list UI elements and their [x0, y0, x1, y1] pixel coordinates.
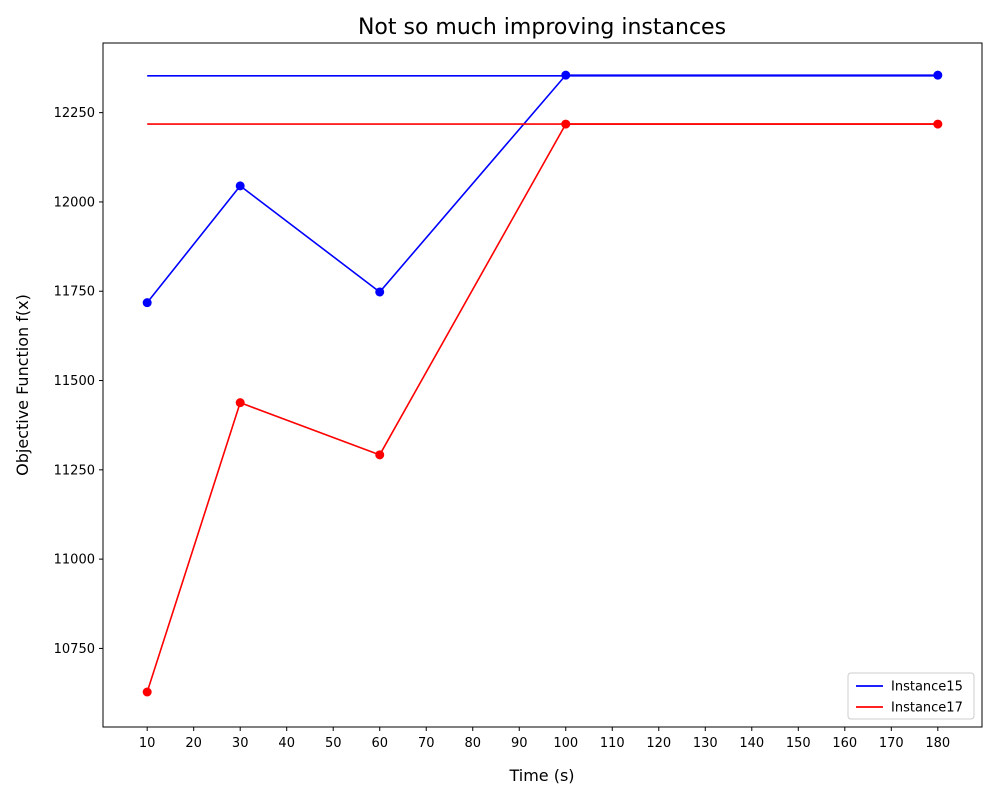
data-point-instance15 [375, 287, 385, 297]
data-point-instance17 [235, 398, 245, 408]
data-point-instance15 [561, 70, 571, 80]
x-tick-label: 10 [139, 736, 156, 751]
x-tick-label: 100 [553, 736, 578, 751]
data-point-instance17 [375, 450, 385, 460]
series-line-instance17 [146, 123, 938, 693]
data-point-instance17 [933, 119, 943, 129]
legend-label: Instance15 [891, 680, 963, 695]
x-tick-label: 130 [693, 736, 718, 751]
legend-label: Instance17 [891, 701, 963, 716]
y-tick-label: 11500 [54, 374, 95, 389]
x-tick-label: 40 [278, 736, 295, 751]
x-axis-label: Time (s) [508, 766, 574, 785]
x-tick-label: 120 [646, 736, 671, 751]
legend: Instance15 Instance17 [847, 672, 975, 720]
x-tick-label: 60 [371, 736, 388, 751]
x-tick-label: 70 [418, 736, 435, 751]
x-tick-label: 150 [786, 736, 811, 751]
y-tick-label: 12250 [54, 106, 95, 121]
data-point-instance15 [235, 181, 245, 191]
x-tick-label: 140 [739, 736, 764, 751]
x-tick-label: 180 [925, 736, 950, 751]
y-tick-label: 11750 [54, 285, 95, 300]
x-tick-label: 90 [511, 736, 528, 751]
y-tick-label: 10750 [54, 642, 95, 657]
data-point-instance15 [933, 70, 943, 80]
x-tick-label: 110 [600, 736, 625, 751]
axis-ticks: 10 20 30 40 50 60 70 80 90 100 110 120 130 140 150 160 1… [54, 106, 951, 751]
chart-title: Not so much improving instances [358, 15, 726, 40]
x-tick-label: 20 [185, 736, 202, 751]
series-line-instance15 [146, 74, 938, 304]
x-tick-label: 80 [464, 736, 481, 751]
x-tick-label: 50 [325, 736, 342, 751]
plot-area-frame [102, 42, 983, 728]
data-point-instance17 [561, 119, 571, 129]
y-tick-label: 11250 [54, 463, 95, 478]
x-tick-label: 30 [232, 736, 249, 751]
y-tick-label: 11000 [54, 553, 95, 568]
y-axis-label: Objective Function f(x) [13, 294, 32, 476]
data-series [142, 70, 943, 697]
x-tick-label: 170 [879, 736, 904, 751]
y-tick-label: 12000 [54, 195, 95, 210]
data-point-instance15 [142, 298, 152, 308]
data-point-instance17 [142, 687, 152, 697]
x-tick-label: 160 [832, 736, 857, 751]
